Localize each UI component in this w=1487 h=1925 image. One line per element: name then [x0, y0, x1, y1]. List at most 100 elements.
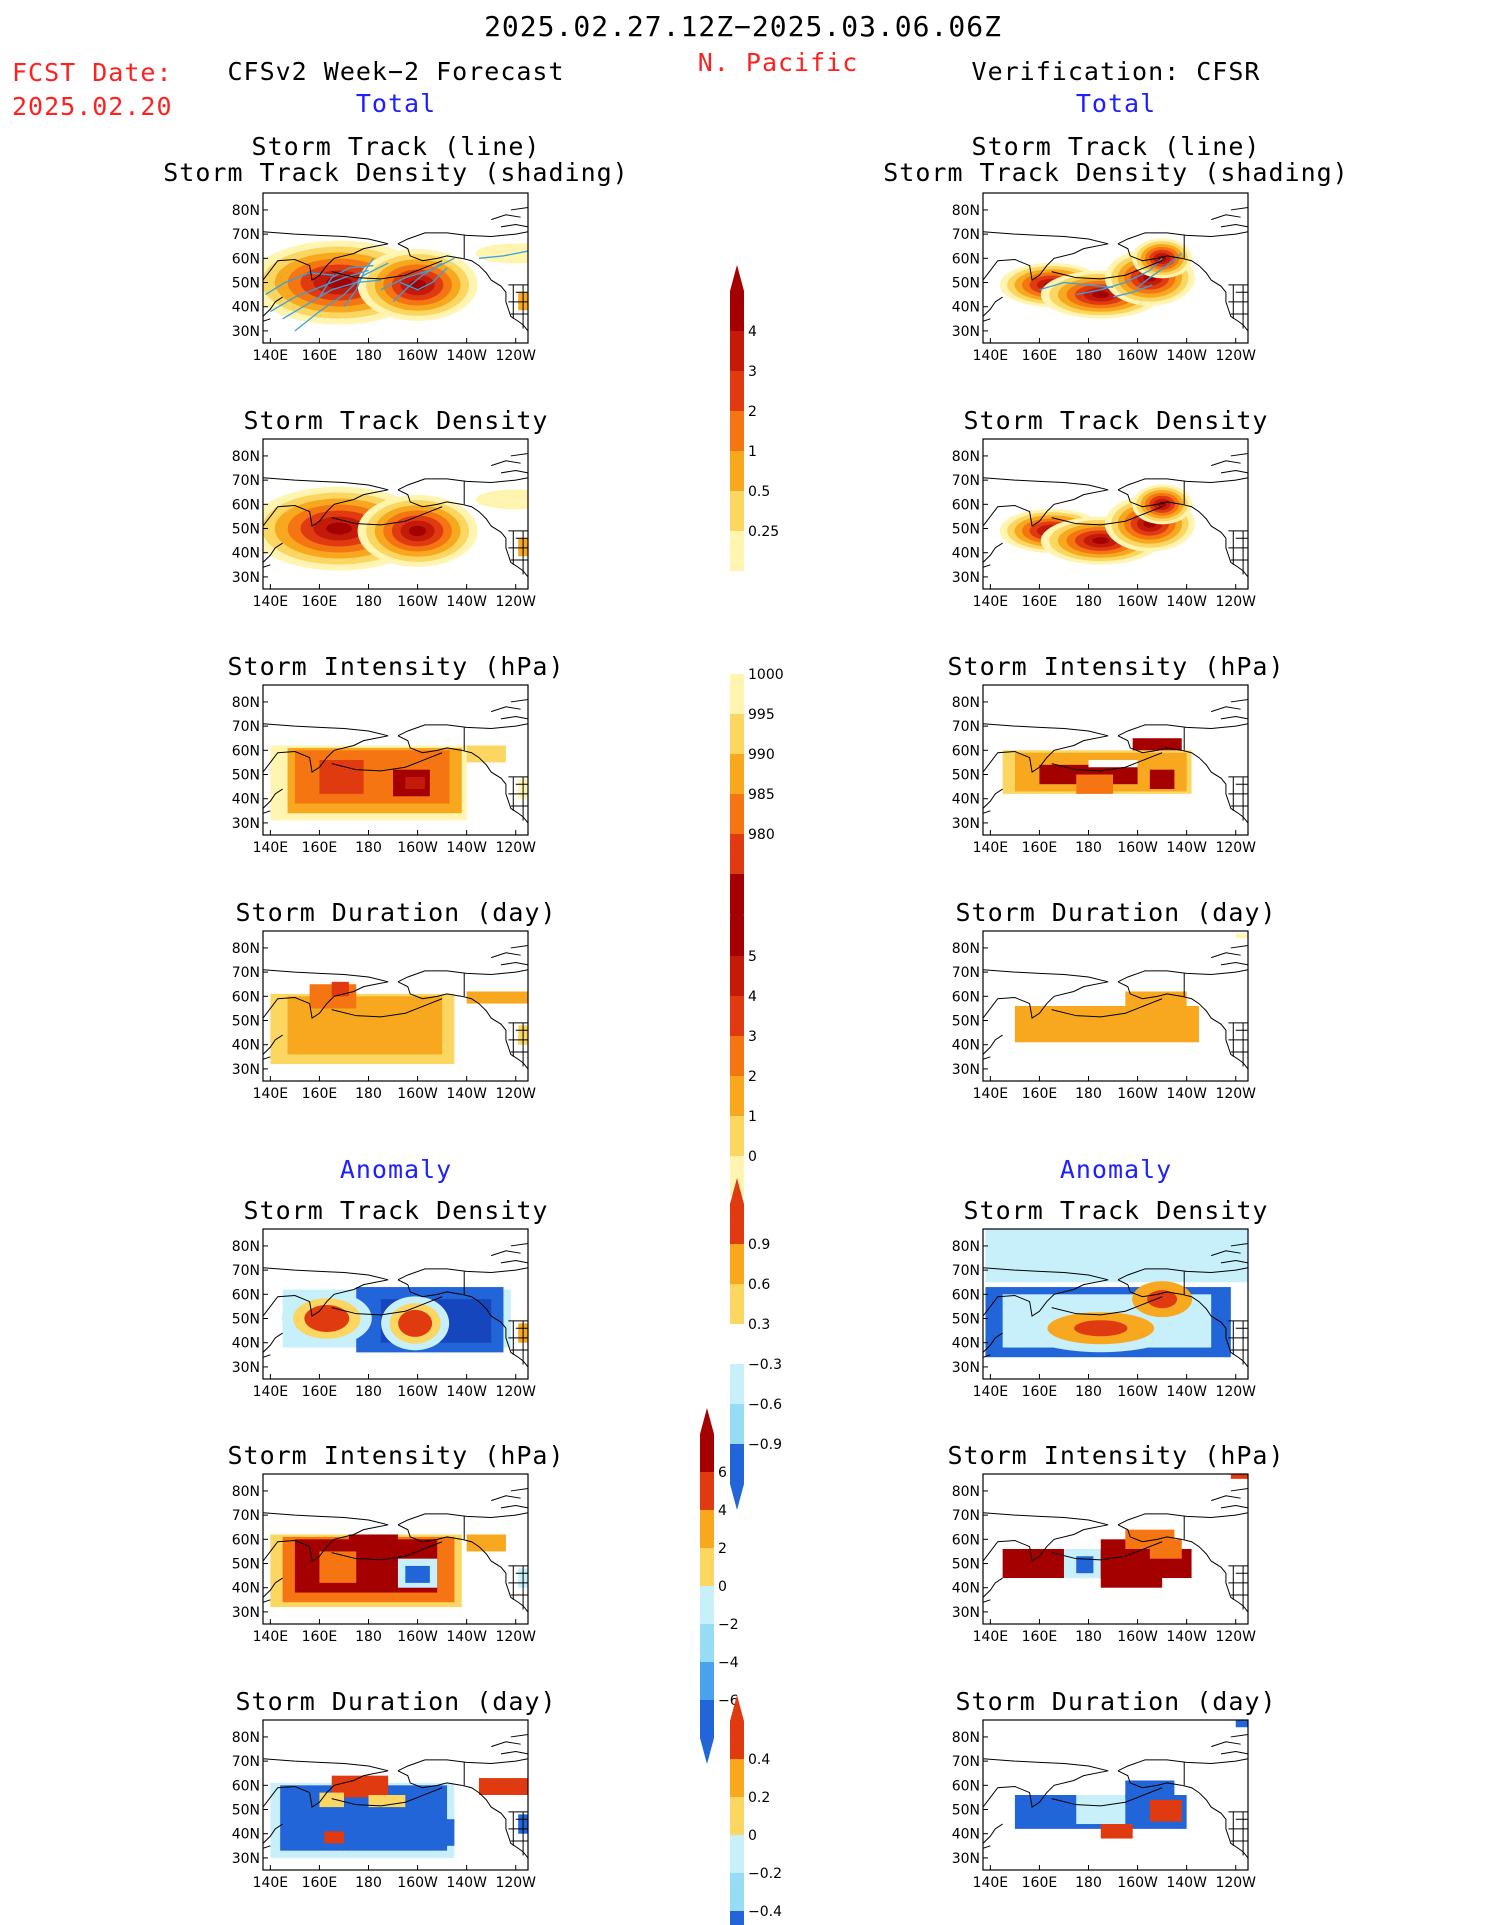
vr-intensity-title: Storm Intensity (hPa)	[947, 652, 1285, 681]
map-fc-intensity-lat-label: 30N	[232, 816, 260, 832]
political-borders	[1183, 1271, 1248, 1365]
cb-density-anom-segment-1	[730, 1204, 744, 1244]
map-vr-intensity-anom-lon-label: 160W	[1117, 1629, 1158, 1645]
fc-track-title-line2: Storm Track Density (shading)	[163, 158, 629, 187]
arctic-islands	[491, 453, 528, 474]
cb-duration-label: 4	[748, 989, 757, 1005]
asia-coastline	[263, 231, 389, 281]
map-vr-density-anom-lat-label: 50N	[952, 1312, 980, 1328]
cb-duration-anom-segment-1	[730, 1721, 744, 1759]
map-fc-duration-anom-lon-label: 160E	[302, 1875, 338, 1891]
map-fc-intensity-lon-label: 140E	[253, 840, 289, 856]
map-fc-intensity-field	[263, 699, 528, 824]
fc-density-north-edge	[475, 243, 528, 264]
map-vr-intensity-anom-frame	[982, 1473, 1249, 1625]
map-fc-density-anom-lon-label: 180	[355, 1384, 382, 1400]
fc-duration-anom-cell-3	[319, 1792, 344, 1808]
map-vr-track-lat-label: 80N	[952, 203, 980, 219]
map-fc-intensity-anom-lon-label: 160W	[397, 1629, 438, 1645]
arctic-islands	[1211, 1734, 1248, 1755]
fc-duration-anom-cell-5	[429, 1819, 455, 1846]
map-vr-track-lon-label: 120W	[1215, 348, 1256, 364]
map-fc-duration-lat-label: 80N	[232, 941, 260, 957]
map-fc-density-lat-label: 80N	[232, 449, 260, 465]
map-vr-density-lon-label: 120W	[1215, 594, 1256, 610]
map-vr-duration-anom-lat-label: 40N	[952, 1827, 980, 1843]
map-vr-duration-lat-label: 60N	[952, 989, 980, 1005]
north-america-coastline	[397, 723, 528, 824]
map-fc-track-lon-label: 140W	[446, 348, 487, 364]
cb-intensity-segment-2	[730, 714, 744, 754]
verification-column-title: Verification: CFSR	[971, 57, 1261, 86]
map-fc-density-anom-lat-label: 50N	[232, 1312, 260, 1328]
map-vr-track-lon-label: 180	[1075, 348, 1102, 364]
map-vr-intensity-lat-label: 60N	[952, 743, 980, 759]
map-vr-duration-lat-label: 70N	[952, 965, 980, 981]
forecast-track-map: 80N 70N 60N 50N 40N 30N 140E 160E 180 160W 140W 120…	[232, 192, 536, 364]
map-fc-intensity-anom-lat-label: 60N	[232, 1532, 260, 1548]
intensity-colorbar: 1000 995 990 985 980	[730, 648, 784, 940]
map-vr-duration-lon-label: 120W	[1215, 1086, 1256, 1102]
verification-duration-map: 80N 70N 60N 50N 40N 30N 140E 160E 180 160W 140W 120…	[952, 930, 1256, 1102]
vr-duration-cell-3	[1235, 933, 1248, 939]
fc-intensity-anom-title: Storm Intensity (hPa)	[227, 1441, 565, 1470]
arctic-islands	[491, 1243, 528, 1264]
cb-duration-top-arrow	[730, 890, 744, 916]
cb-intensity-label: 985	[748, 787, 775, 803]
map-vr-density-frame	[982, 438, 1249, 590]
cb-intensity-anom-label: 4	[718, 1503, 727, 1519]
forecast-column-title: CFSv2 Week−2 Forecast	[227, 57, 565, 86]
map-fc-duration-frame	[262, 930, 529, 1082]
map-vr-intensity-lon-label: 160W	[1117, 840, 1158, 856]
fc-track-title: Storm Track (line) Storm Track Density (…	[163, 134, 629, 186]
cb-duration-anom-segment-5	[730, 1873, 744, 1911]
asia-coastline	[263, 969, 389, 1019]
political-borders	[463, 1516, 528, 1610]
vr-track-title-line1: Storm Track (line)	[971, 132, 1261, 161]
aleutian-coastline	[1051, 998, 1163, 1018]
map-fc-intensity-anom-lat-label: 70N	[232, 1508, 260, 1524]
map-fc-intensity-lat-label: 80N	[232, 695, 260, 711]
vr-storm-track-0	[1039, 281, 1114, 291]
map-fc-intensity-lon-label: 140W	[446, 840, 487, 856]
fc-intensity-anom-cell-3	[319, 1551, 357, 1583]
map-vr-density-anom-frame	[982, 1228, 1249, 1380]
japan-coastline	[263, 542, 283, 568]
map-fc-density-lon-label: 140E	[253, 594, 289, 610]
map-fc-density-lat-label: 30N	[232, 570, 260, 586]
asia-coastline	[983, 723, 1109, 773]
map-vr-intensity-anom-lat-label: 30N	[952, 1605, 980, 1621]
cb-density-anom-segment-6	[730, 1404, 744, 1444]
verification-density-map: 80N 70N 60N 50N 40N 30N 140E 160E 180 160W 140W 120…	[952, 438, 1256, 610]
aleutian-coastline	[1051, 1541, 1163, 1561]
political-borders	[1183, 973, 1248, 1067]
fc-east-storm-ring-6	[409, 525, 427, 537]
cb-density-anom-segment-5	[730, 1364, 744, 1404]
map-vr-duration-anom-lon-label: 140E	[973, 1875, 1009, 1891]
map-vr-intensity-lat-label: 50N	[952, 768, 980, 784]
cb-intensity-segment-3	[730, 754, 744, 794]
map-vr-duration-frame	[982, 930, 1249, 1082]
fc-dens-anom-west-ring-3	[315, 1311, 339, 1326]
verification-density-anomaly-map: 80N 70N 60N 50N 40N 30N 140E 160E 180 160W 140W 120…	[952, 1228, 1256, 1400]
cb-duration-segment-2	[730, 956, 744, 996]
cb-density-segment-4	[730, 411, 744, 451]
verification-intensity-map: 80N 70N 60N 50N 40N 30N 140E 160E 180 160W 140W 120…	[952, 684, 1256, 856]
asia-coastline	[983, 969, 1109, 1019]
map-vr-track-field	[983, 207, 1248, 332]
region-title: N. Pacific	[697, 48, 859, 77]
cb-duration-anom-segment-3	[730, 1797, 744, 1835]
north-america-coastline	[397, 231, 528, 332]
cb-intensity-label: 990	[748, 747, 775, 763]
cb-duration-label: 2	[748, 1069, 757, 1085]
forecast-anomaly-label: Anomaly	[339, 1155, 453, 1184]
map-fc-duration-lat-label: 50N	[232, 1014, 260, 1030]
verification-intensity-anomaly-map: 80N 70N 60N 50N 40N 30N 140E 160E 180 160W 140W 120…	[952, 1473, 1256, 1645]
map-fc-density-lat-label: 60N	[232, 497, 260, 513]
cb-intensity-anom-label: 6	[718, 1465, 727, 1481]
cb-density-label: 0.5	[748, 484, 770, 500]
vr-duration-anom-cell-4	[1100, 1824, 1133, 1839]
arctic-islands	[1211, 453, 1248, 474]
fcst-date-value: 2025.02.20	[12, 92, 173, 121]
map-fc-intensity-lat-label: 60N	[232, 743, 260, 759]
